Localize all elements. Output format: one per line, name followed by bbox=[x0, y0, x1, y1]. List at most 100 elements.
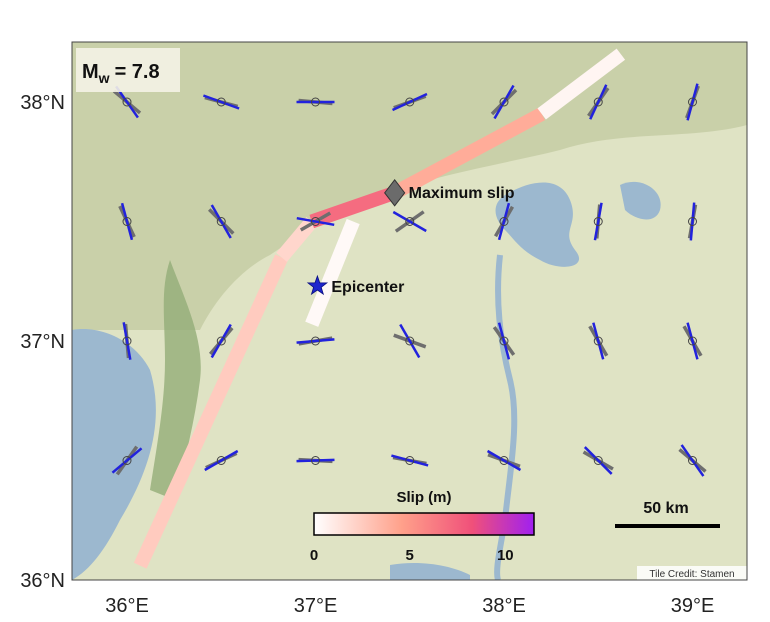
strain-cross-center bbox=[122, 97, 132, 107]
strain-cross bbox=[118, 202, 136, 241]
colorbar-bar bbox=[313, 512, 535, 536]
strain-cross bbox=[687, 202, 698, 241]
tile-credit-box bbox=[637, 566, 747, 580]
colorbar-tick-0: 0 bbox=[310, 547, 318, 564]
strain-cross-center bbox=[311, 97, 320, 107]
strain-cross-center bbox=[311, 456, 320, 465]
strain-cross bbox=[296, 336, 335, 346]
strain-axis-primary bbox=[296, 338, 335, 344]
strain-cross-center bbox=[405, 456, 415, 465]
magnitude-symbol: M bbox=[82, 61, 99, 83]
strain-cross bbox=[296, 456, 335, 465]
strain-cross bbox=[490, 84, 518, 120]
strain-cross-center bbox=[216, 456, 226, 465]
strain-cross bbox=[393, 323, 427, 359]
strain-cross bbox=[678, 444, 707, 477]
strain-cross bbox=[122, 322, 132, 360]
strain-cross bbox=[486, 449, 522, 472]
strain-cross-layer bbox=[111, 83, 707, 477]
fault-segment-0 bbox=[133, 254, 288, 569]
fault-segment-4 bbox=[537, 48, 626, 120]
strain-axis-primary bbox=[592, 322, 605, 360]
strain-axis-primary bbox=[583, 446, 613, 475]
strain-cross-center bbox=[405, 336, 415, 346]
lat-tick-36: 36°N bbox=[20, 570, 65, 592]
strain-cross-center bbox=[405, 217, 415, 226]
strain-axis-primary bbox=[686, 322, 699, 360]
strain-cross-center bbox=[593, 97, 603, 107]
strain-cross-center bbox=[311, 336, 320, 346]
magnitude-label-box bbox=[76, 48, 180, 92]
reservoir-northeast bbox=[620, 181, 661, 220]
strain-axis-primary bbox=[689, 202, 696, 241]
basemap bbox=[72, 42, 747, 580]
colorbar-title: Slip (m) bbox=[397, 489, 452, 506]
strain-axis-primary bbox=[486, 449, 522, 472]
strain-cross bbox=[588, 322, 609, 360]
strain-cross-center bbox=[499, 336, 509, 346]
colorbar-tick-10: 10 bbox=[497, 547, 514, 564]
strain-cross bbox=[682, 322, 703, 360]
strain-axis-primary bbox=[686, 83, 699, 121]
colorbar: Slip (m) 0 5 10 bbox=[310, 489, 535, 564]
strain-cross-center bbox=[499, 97, 509, 107]
fault-segment-5 bbox=[305, 218, 360, 327]
strain-cross-center bbox=[311, 217, 320, 226]
epicenter-label: Epicenter bbox=[331, 279, 404, 296]
strain-cross bbox=[582, 446, 614, 475]
strain-axis-primary bbox=[497, 322, 511, 360]
colorbar-tick-5: 5 bbox=[405, 547, 413, 564]
fault-segment-3 bbox=[391, 107, 546, 199]
lon-tick-37: 37°E bbox=[294, 595, 338, 617]
lon-tick-39: 39°E bbox=[671, 595, 715, 617]
strain-cross bbox=[204, 449, 239, 472]
river bbox=[494, 254, 518, 580]
strain-axis-primary bbox=[122, 322, 132, 360]
strain-cross bbox=[593, 202, 603, 241]
strain-axis-primary bbox=[202, 94, 240, 110]
strain-cross-center bbox=[499, 217, 509, 226]
strain-axis-primary bbox=[120, 202, 134, 241]
strain-cross-center bbox=[405, 97, 415, 107]
scale-bar: 50 km bbox=[615, 500, 720, 528]
strain-cross bbox=[296, 97, 335, 107]
lat-tick-37: 37°N bbox=[20, 331, 65, 353]
strain-axis-primary bbox=[204, 449, 239, 472]
max-slip-diamond-icon bbox=[384, 178, 406, 207]
strain-cross-center bbox=[216, 97, 226, 107]
strain-axis-primary bbox=[210, 323, 232, 359]
strain-cross-center bbox=[216, 336, 226, 346]
lon-tick-38: 38°E bbox=[482, 595, 526, 617]
magnitude-label: Mw = 7.8 bbox=[82, 61, 160, 86]
strain-cross-center bbox=[688, 456, 697, 465]
scale-bar-label: 50 km bbox=[643, 500, 688, 517]
strain-cross bbox=[296, 211, 335, 232]
strain-axis-primary bbox=[111, 447, 143, 474]
strain-axis-primary bbox=[392, 92, 428, 112]
magnitude-value: = 7.8 bbox=[115, 61, 160, 83]
max-slip-label: Maximum slip bbox=[409, 185, 515, 202]
strain-axis-primary bbox=[210, 204, 232, 239]
strain-cross-center bbox=[216, 217, 226, 226]
strain-cross-center bbox=[688, 97, 697, 107]
strain-cross-center bbox=[688, 217, 697, 226]
strain-cross bbox=[492, 322, 516, 360]
strain-cross-center bbox=[499, 456, 509, 465]
strain-cross-center bbox=[593, 336, 603, 346]
lat-tick-38: 38°N bbox=[20, 92, 65, 114]
sea bbox=[72, 329, 156, 580]
mountain-terrain-north bbox=[72, 42, 747, 330]
epicenter-star-icon bbox=[306, 274, 329, 296]
strain-axis-primary bbox=[392, 210, 427, 233]
strain-cross bbox=[202, 94, 240, 110]
strain-cross bbox=[111, 445, 143, 476]
strain-cross bbox=[685, 83, 700, 121]
strain-axis-primary bbox=[589, 84, 608, 120]
strain-cross-center bbox=[122, 456, 132, 465]
strain-axis-primary bbox=[399, 323, 421, 359]
magnitude-subscript: w bbox=[98, 70, 110, 86]
forest-ridge bbox=[150, 260, 201, 500]
strain-axis-primary bbox=[391, 454, 429, 467]
strain-cross bbox=[207, 204, 235, 239]
